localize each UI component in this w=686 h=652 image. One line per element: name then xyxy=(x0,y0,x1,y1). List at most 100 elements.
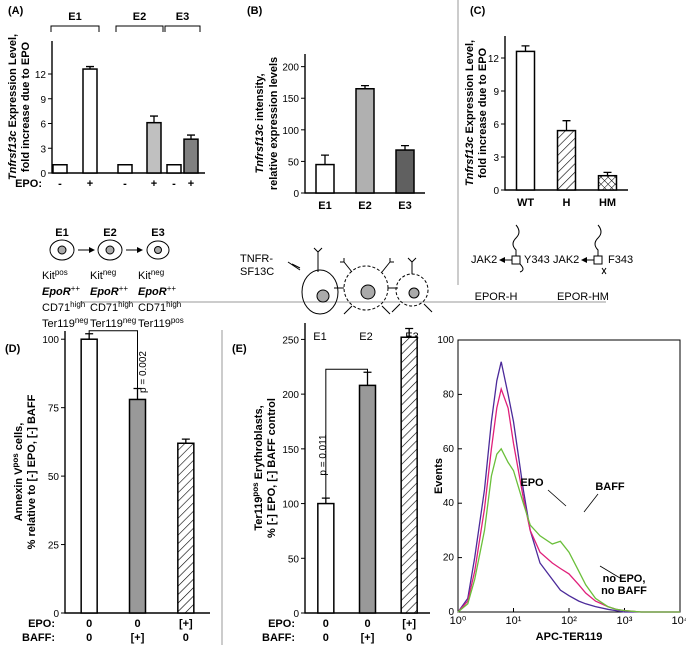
y-tick-label: 50 xyxy=(288,554,300,565)
y-tick-label: 20 xyxy=(443,553,455,564)
y-axis-label-part: intensity, xyxy=(254,73,266,124)
row-value: [+] xyxy=(179,618,193,630)
kinase-label: JAK2 xyxy=(553,254,579,266)
bar xyxy=(358,384,377,614)
y-tick-label: 0 xyxy=(448,607,454,618)
row-value: 0 xyxy=(183,632,189,644)
marker-label: CD71high xyxy=(42,300,85,315)
bar xyxy=(515,50,536,191)
cell-label: E2 xyxy=(103,227,116,239)
y-tick-label: 9 xyxy=(40,95,46,106)
marker-label-part: pos xyxy=(171,316,184,325)
row-label: BAFF: xyxy=(262,632,295,644)
bar xyxy=(80,338,98,614)
marker-label: Ter119neg xyxy=(42,316,88,331)
y-axis-label-part: fold increase due to EPO xyxy=(20,41,32,172)
label-leader xyxy=(599,565,621,579)
y-axis-label-part: Expression Level, xyxy=(7,34,19,131)
y-tick-label: 250 xyxy=(282,335,299,346)
y-axis-label-part: Erythroblasts, xyxy=(253,405,265,482)
group-label: E2 xyxy=(133,11,146,23)
series-label: no BAFF xyxy=(601,585,647,597)
y-tick-label: 0 xyxy=(53,609,59,620)
error-bar xyxy=(521,45,530,52)
marker-label-part: Ter119 xyxy=(90,318,123,330)
y-axis-label: relative expression levels xyxy=(268,57,280,190)
y-axis-label: % [-] EPO, [-] BAFF control xyxy=(266,398,278,538)
marker-label-part: Ter119 xyxy=(138,318,171,330)
p-value: p = 0.011 xyxy=(318,434,329,476)
marker-label-part: Kit xyxy=(138,270,151,282)
marker-label-part: high xyxy=(118,300,133,309)
group-label: E3 xyxy=(176,11,189,23)
y-tick-label: 150 xyxy=(282,94,299,105)
y-axis-label: % relative to [-] EPO, [-] BAFF xyxy=(26,394,38,549)
y-tick-label: 200 xyxy=(282,63,299,74)
marker-label-part: neg xyxy=(75,316,88,325)
bar xyxy=(52,164,68,174)
bar xyxy=(317,502,335,614)
group-bracket xyxy=(115,25,164,32)
marker-label: Kitneg xyxy=(138,268,164,283)
marker-label: CD71high xyxy=(138,300,181,315)
row-value: [+] xyxy=(131,632,145,644)
row-value: [+] xyxy=(402,618,416,630)
bar xyxy=(183,138,199,174)
bar xyxy=(395,149,415,194)
y-tick-label: 9 xyxy=(493,87,499,98)
row-value: 0 xyxy=(134,618,140,630)
x-tick-label: HM xyxy=(599,197,616,209)
x-tick-label: 10⁴ xyxy=(672,615,686,627)
bar xyxy=(177,442,195,614)
x-tick-label: E1 xyxy=(318,200,331,212)
cell-diagram xyxy=(49,239,170,261)
bar xyxy=(117,164,133,174)
error-bar xyxy=(321,154,329,165)
marker-label-part: CD71 xyxy=(138,302,166,314)
series-label: BAFF xyxy=(595,481,625,493)
construct-name: EPOR-HM xyxy=(557,291,609,303)
bar xyxy=(166,164,182,174)
bar xyxy=(146,121,162,174)
row-label: BAFF: xyxy=(22,632,55,644)
y-axis-label: Events xyxy=(433,458,445,494)
x-axis-label: APC-TER119 xyxy=(536,631,603,643)
y-tick-label: 75 xyxy=(48,404,60,415)
row-value: + xyxy=(188,178,194,190)
marker-label: Ter119neg xyxy=(90,316,136,331)
site-label: F343 xyxy=(608,254,633,266)
bar xyxy=(82,68,98,174)
significance-bracket xyxy=(325,368,368,499)
y-tick-label: 25 xyxy=(48,541,60,552)
x-tick-label: 10⁰ xyxy=(450,615,467,627)
marker-label: EpoR++ xyxy=(90,284,128,299)
marker-label: EpoR++ xyxy=(42,284,80,299)
y-axis-label-part: pos xyxy=(11,453,20,468)
marker-label-part: Kit xyxy=(42,270,55,282)
bar xyxy=(556,129,577,191)
marker-label: Kitpos xyxy=(42,268,68,283)
receptor-label: SF13C xyxy=(240,266,274,278)
group-bracket xyxy=(50,25,100,32)
y-axis-label: fold increase due to EPO xyxy=(20,41,32,172)
y-tick-label: 100 xyxy=(282,500,299,511)
panel-label: (A) xyxy=(8,5,24,17)
y-tick-label: 100 xyxy=(437,335,454,346)
kinase-label: JAK2 xyxy=(471,254,497,266)
row-value: 0 xyxy=(406,632,412,644)
y-tick-label: 80 xyxy=(443,389,455,400)
y-axis-label: Ter119pos Erythroblasts, xyxy=(251,405,266,530)
error-bar xyxy=(401,144,409,151)
significance-bracket xyxy=(88,330,138,389)
y-axis-label-part: Ter119 xyxy=(253,497,265,531)
x-tick-label: 10¹ xyxy=(506,615,522,627)
marker-label-part: high xyxy=(70,300,85,309)
y-tick-label: 50 xyxy=(288,157,300,168)
receptor-diagram xyxy=(287,247,433,315)
marker-label-part: EpoR xyxy=(90,286,119,298)
y-tick-label: 100 xyxy=(282,126,299,137)
marker-label: Ter119pos xyxy=(138,316,184,331)
row-value: 0 xyxy=(86,632,92,644)
y-tick-label: 50 xyxy=(48,472,60,483)
